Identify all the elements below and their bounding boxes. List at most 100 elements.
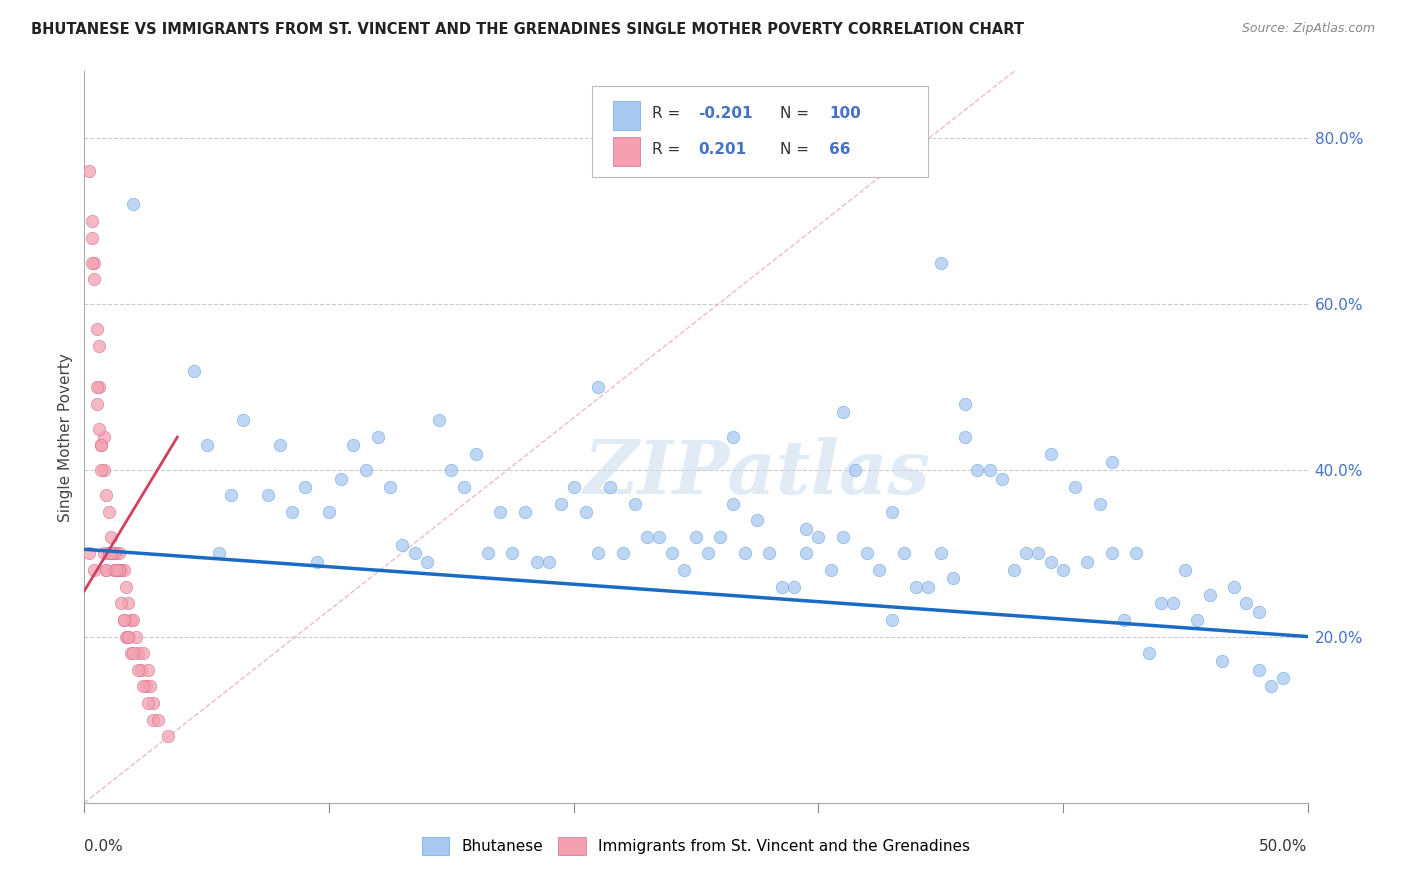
Point — [734, 546, 756, 560]
Point — [97, 505, 120, 519]
Point — [747, 513, 769, 527]
Point — [794, 521, 817, 535]
Point — [380, 480, 402, 494]
Point — [87, 422, 110, 436]
Point — [538, 555, 561, 569]
Point — [103, 546, 125, 560]
Point — [1125, 546, 1147, 560]
Point — [1039, 555, 1062, 569]
Point — [893, 546, 915, 560]
Point — [93, 430, 115, 444]
Point — [77, 546, 100, 560]
Point — [464, 447, 486, 461]
Point — [125, 630, 148, 644]
Point — [1174, 563, 1197, 577]
Point — [127, 663, 149, 677]
Point — [1002, 563, 1025, 577]
Point — [453, 480, 475, 494]
Point — [112, 613, 135, 627]
Point — [367, 430, 389, 444]
Point — [979, 463, 1001, 477]
Point — [354, 463, 377, 477]
Point — [1247, 605, 1270, 619]
Point — [127, 646, 149, 660]
Point — [136, 663, 159, 677]
Point — [90, 463, 112, 477]
Point — [90, 438, 112, 452]
Point — [195, 438, 218, 452]
Text: 0.0%: 0.0% — [84, 839, 124, 855]
Legend: Bhutanese, Immigrants from St. Vincent and the Grenadines: Bhutanese, Immigrants from St. Vincent a… — [416, 831, 976, 861]
Point — [404, 546, 426, 560]
Point — [96, 563, 118, 577]
Point — [820, 563, 842, 577]
Point — [966, 463, 988, 477]
FancyBboxPatch shape — [613, 137, 640, 167]
Point — [117, 630, 139, 644]
Point — [624, 497, 647, 511]
Point — [100, 530, 122, 544]
Point — [90, 438, 112, 452]
Point — [132, 680, 155, 694]
Point — [115, 580, 138, 594]
Point — [427, 413, 450, 427]
Point — [440, 463, 463, 477]
Point — [132, 646, 155, 660]
Point — [103, 546, 125, 560]
Point — [1015, 546, 1038, 560]
Point — [721, 497, 744, 511]
Text: 50.0%: 50.0% — [1260, 839, 1308, 855]
Text: R =: R = — [652, 105, 685, 120]
Text: 0.201: 0.201 — [699, 142, 747, 157]
Point — [477, 546, 499, 560]
Point — [416, 555, 439, 569]
Point — [107, 563, 129, 577]
Point — [83, 272, 105, 286]
Point — [80, 255, 103, 269]
Point — [117, 596, 139, 610]
Point — [526, 555, 548, 569]
Point — [575, 505, 598, 519]
Point — [257, 488, 280, 502]
Point — [110, 596, 132, 610]
Point — [142, 713, 165, 727]
Point — [97, 546, 120, 560]
Point — [219, 488, 242, 502]
Point — [83, 563, 105, 577]
Point — [770, 580, 793, 594]
Point — [93, 463, 115, 477]
Point — [97, 546, 120, 560]
Point — [1223, 580, 1246, 594]
Point — [83, 255, 105, 269]
Point — [1101, 455, 1123, 469]
Point — [120, 646, 142, 660]
Point — [86, 397, 108, 411]
Text: 66: 66 — [830, 142, 851, 157]
Text: -0.201: -0.201 — [699, 105, 754, 120]
Point — [100, 546, 122, 560]
Text: N =: N = — [780, 142, 814, 157]
Point — [122, 646, 145, 660]
Point — [1052, 563, 1074, 577]
Point — [1150, 596, 1173, 610]
Point — [232, 413, 254, 427]
Point — [183, 363, 205, 377]
Point — [156, 729, 179, 743]
Point — [80, 214, 103, 228]
Point — [942, 571, 965, 585]
Point — [1114, 613, 1136, 627]
Point — [550, 497, 572, 511]
Point — [929, 546, 952, 560]
Point — [905, 580, 928, 594]
Point — [636, 530, 658, 544]
Point — [721, 430, 744, 444]
Point — [122, 613, 145, 627]
Point — [110, 563, 132, 577]
Point — [1198, 588, 1220, 602]
Point — [100, 546, 122, 560]
Point — [991, 472, 1014, 486]
Point — [139, 680, 162, 694]
Point — [709, 530, 731, 544]
Point — [880, 505, 903, 519]
Point — [953, 397, 976, 411]
